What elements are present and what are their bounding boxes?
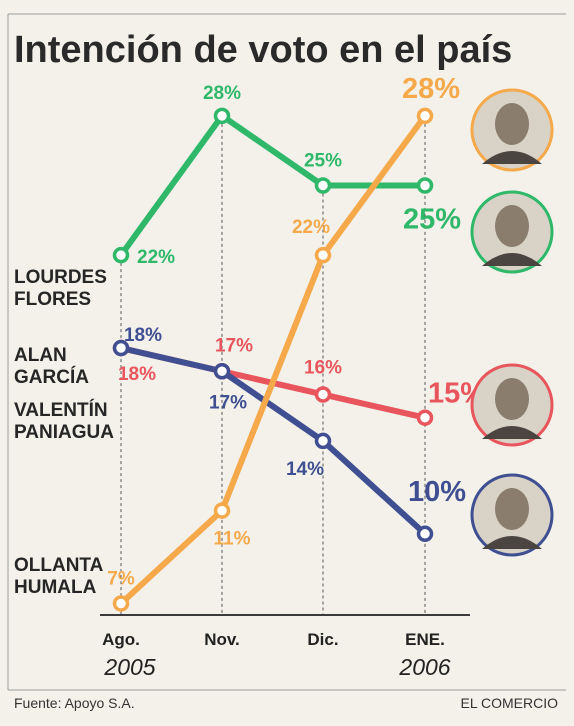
data-label: 25%: [403, 204, 461, 236]
data-point: [112, 595, 130, 612]
portrait-paniagua-icon: [470, 473, 554, 557]
series-name: LOURDES FLORES: [14, 267, 107, 310]
publisher-text: EL COMERCIO: [461, 695, 559, 711]
series-markers: [112, 107, 434, 612]
series-name-line: PANIAGUA: [14, 422, 114, 443]
series-lines: [118, 112, 428, 607]
series-name-line: VALENTÍN: [14, 399, 108, 421]
data-point: [213, 502, 231, 519]
series-line: [118, 345, 428, 537]
x-tick-label: Dic.: [307, 630, 338, 649]
series-name-line: HUMALA: [14, 577, 97, 598]
data-label: 14%: [286, 459, 324, 480]
data-point: [314, 432, 332, 450]
data-labels: 22%28%25%25%18%17%16%15%18%17%14%10%7%11…: [107, 73, 486, 590]
data-label: 18%: [118, 364, 156, 385]
chart-title: Intención de voto en el país: [14, 29, 512, 71]
data-point: [416, 107, 434, 125]
series-name: ALAN GARCÍA: [14, 345, 89, 388]
series-name: OLLANTA HUMALA: [14, 555, 104, 598]
candidate-portraits: [470, 88, 554, 557]
series-name-line: LOURDES: [14, 267, 107, 288]
x-axis-ticks: Ago. Nov. Dic. ENE.: [102, 630, 445, 649]
data-label: 22%: [292, 217, 330, 238]
data-point: [416, 525, 434, 543]
portrait-garcia-icon: [470, 363, 554, 447]
data-point: [213, 363, 231, 380]
data-label: 16%: [304, 357, 342, 378]
data-label: 7%: [107, 568, 135, 589]
series-names: LOURDES FLORES ALAN GARCÍA VALENTÍN PANIAGUA O…: [14, 267, 114, 598]
data-label: 28%: [402, 73, 460, 105]
data-label: 17%: [209, 392, 247, 413]
data-label: 11%: [214, 529, 251, 550]
data-point: [112, 339, 130, 357]
x-tick-label: Nov.: [204, 630, 240, 649]
year-label-start: 2005: [103, 654, 155, 680]
data-point: [416, 177, 434, 194]
data-label: 22%: [137, 247, 175, 268]
source-text: Fuente: Apoyo S.A.: [14, 695, 135, 711]
data-label: 18%: [124, 325, 162, 346]
series-name: VALENTÍN PANIAGUA: [14, 399, 114, 443]
year-label-end: 2006: [398, 654, 450, 680]
data-label: 28%: [203, 83, 241, 104]
data-label: 25%: [304, 151, 342, 172]
data-point: [213, 107, 231, 125]
x-tick-label: ENE.: [405, 630, 445, 649]
series-name-line: OLLANTA: [14, 555, 104, 576]
portrait-flores-icon: [470, 190, 554, 274]
x-tick-label: Ago.: [102, 630, 140, 649]
portrait-humala-icon: [470, 88, 554, 172]
data-label: 17%: [215, 335, 253, 356]
data-point: [416, 409, 434, 426]
series-name-line: GARCÍA: [14, 366, 89, 388]
series-name-line: FLORES: [14, 289, 91, 310]
series-name-line: ALAN: [14, 345, 67, 366]
series-line: [118, 112, 428, 607]
data-point: [314, 177, 332, 194]
data-point: [112, 246, 130, 264]
data-point: [314, 246, 332, 264]
data-label: 10%: [408, 476, 466, 508]
data-point: [314, 386, 332, 403]
